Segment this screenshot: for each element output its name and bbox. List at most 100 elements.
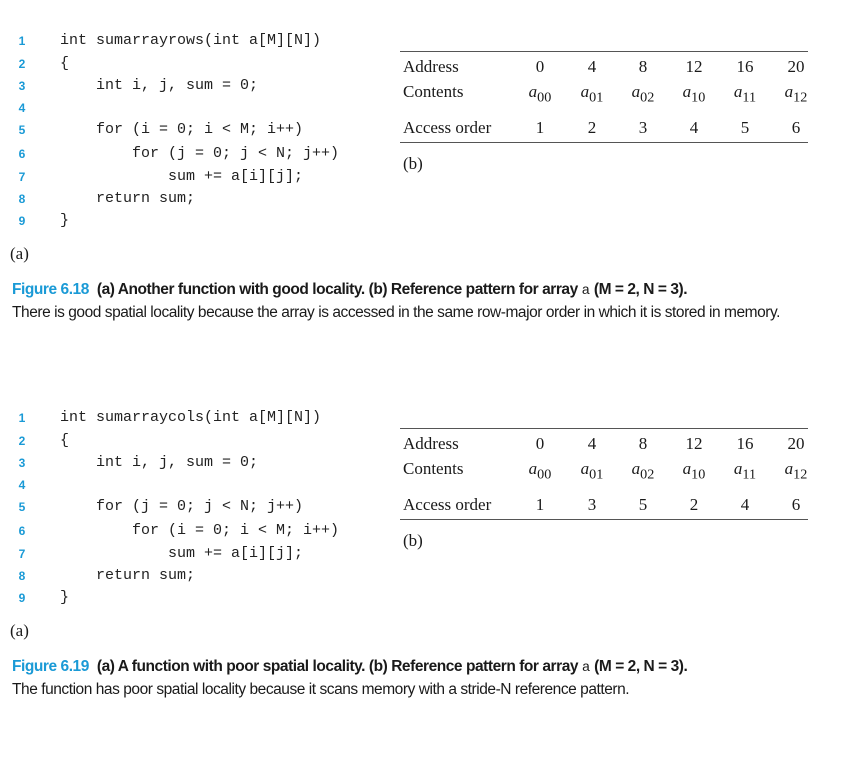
row-header: Contents bbox=[403, 82, 464, 101]
address-cell: 12 bbox=[685, 57, 703, 76]
array-element-name: a bbox=[733, 459, 743, 478]
caption-body: There is good spatial locality because t… bbox=[12, 304, 780, 321]
array-element-index: 01 bbox=[589, 466, 604, 483]
figure-number: Figure 6.19 bbox=[12, 658, 89, 675]
array-element-name: a bbox=[784, 82, 794, 101]
row-header: Contents bbox=[403, 459, 464, 478]
access-order-cell: 2 bbox=[587, 118, 597, 137]
figure-1: 1 int sumarrayrows(int a[M][N]) 2 {3 int i,… bbox=[0, 20, 846, 397]
table-bottom-rule bbox=[400, 519, 808, 520]
line-number: 3 bbox=[18, 456, 26, 470]
contents-cell: a12 bbox=[776, 459, 816, 483]
figure-number: Figure 6.18 bbox=[12, 281, 89, 298]
contents-cell: a02 bbox=[623, 459, 663, 483]
array-element-name: a bbox=[784, 459, 794, 478]
access-order-cell: 4 bbox=[689, 118, 699, 137]
caption-title: (a) A function with poor spatial localit… bbox=[96, 658, 579, 675]
contents-cell: a01 bbox=[572, 459, 612, 483]
array-element-name: a bbox=[580, 82, 590, 101]
figure-2: 1 int sumarraycols(int a[M][N]) 2 {3 int i,… bbox=[0, 397, 846, 774]
line-number: 6 bbox=[18, 524, 26, 538]
figure-caption: Figure 6.18 (a) Another function with goo… bbox=[12, 279, 842, 324]
array-element-name: a bbox=[580, 459, 590, 478]
array-element-index: 10 bbox=[691, 89, 706, 106]
array-element-name: a bbox=[682, 459, 692, 478]
array-element-index: 02 bbox=[640, 89, 655, 106]
access-order-cell: 3 bbox=[587, 495, 597, 514]
array-element-name: a bbox=[631, 459, 641, 478]
access-order-cell: 5 bbox=[638, 495, 648, 514]
array-element-index: 10 bbox=[691, 466, 706, 483]
table-top-rule bbox=[400, 51, 808, 52]
array-element-name: a bbox=[631, 82, 641, 101]
caption-params: (M = 2, N = 3). bbox=[593, 281, 688, 298]
address-cell: 12 bbox=[685, 434, 703, 453]
line-number: 9 bbox=[18, 214, 26, 228]
line-number: 1 bbox=[18, 34, 26, 48]
address-cell: 8 bbox=[638, 434, 648, 453]
address-cell: 20 bbox=[787, 57, 805, 76]
code-line: { bbox=[60, 432, 70, 449]
array-element-index: 01 bbox=[589, 89, 604, 106]
array-element-index: 00 bbox=[537, 89, 552, 106]
code-line: int i, j, sum = 0; bbox=[60, 454, 259, 471]
caption-array-name: a bbox=[581, 283, 591, 299]
contents-cell: a12 bbox=[776, 82, 816, 106]
array-element-index: 02 bbox=[640, 466, 655, 483]
access-order-cell: 4 bbox=[740, 495, 750, 514]
subfigure-label-a: (a) bbox=[10, 244, 29, 263]
line-number: 7 bbox=[18, 170, 26, 184]
table-bottom-rule bbox=[400, 142, 808, 143]
caption-title: (a) Another function with good locality.… bbox=[96, 281, 578, 298]
line-number: 4 bbox=[18, 478, 26, 492]
address-cell: 16 bbox=[736, 57, 754, 76]
array-element-name: a bbox=[682, 82, 692, 101]
line-number: 5 bbox=[18, 123, 26, 137]
line-number: 2 bbox=[18, 57, 26, 71]
contents-cell: a11 bbox=[725, 82, 765, 106]
line-number: 4 bbox=[18, 101, 26, 115]
row-header: Access order bbox=[403, 495, 492, 514]
subfigure-label-a: (a) bbox=[10, 621, 29, 640]
code-line: int i, j, sum = 0; bbox=[60, 77, 259, 94]
access-order-cell: 5 bbox=[740, 118, 750, 137]
table-top-rule bbox=[400, 428, 808, 429]
contents-cell: a00 bbox=[520, 82, 560, 106]
code-line: return sum; bbox=[60, 567, 196, 584]
array-element-name: a bbox=[733, 82, 743, 101]
row-header: Access order bbox=[403, 118, 492, 137]
address-cell: 4 bbox=[587, 434, 597, 453]
array-element-index: 11 bbox=[742, 466, 757, 483]
access-order-cell: 2 bbox=[689, 495, 699, 514]
address-cell: 16 bbox=[736, 434, 754, 453]
line-number: 8 bbox=[18, 569, 26, 583]
array-element-index: 12 bbox=[793, 466, 808, 483]
line-number: 1 bbox=[18, 411, 26, 425]
code-line: int sumarrayrows(int a[M][N]) bbox=[60, 32, 322, 49]
array-element-index: 00 bbox=[537, 466, 552, 483]
line-number: 2 bbox=[18, 434, 26, 448]
line-number: 7 bbox=[18, 547, 26, 561]
contents-cell: a00 bbox=[520, 459, 560, 483]
access-order-cell: 1 bbox=[535, 495, 545, 514]
address-cell: 4 bbox=[587, 57, 597, 76]
code-line: { bbox=[60, 55, 70, 72]
code-line: } bbox=[60, 212, 70, 229]
line-number: 5 bbox=[18, 500, 26, 514]
caption-array-name: a bbox=[581, 660, 591, 676]
access-order-cell: 6 bbox=[791, 118, 801, 137]
code-line: sum += a[i][j]; bbox=[60, 168, 304, 185]
figure-caption: Figure 6.19 (a) A function with poor spat… bbox=[12, 656, 842, 701]
caption-body: The function has poor spatial locality b… bbox=[12, 681, 630, 698]
code-line: for (i = 0; i < M; i++) bbox=[60, 522, 340, 539]
contents-cell: a10 bbox=[674, 459, 714, 483]
code-line: sum += a[i][j]; bbox=[60, 545, 304, 562]
caption-params: (M = 2, N = 3). bbox=[594, 658, 688, 675]
contents-cell: a02 bbox=[623, 82, 663, 106]
code-line: int sumarraycols(int a[M][N]) bbox=[60, 409, 322, 426]
address-cell: 20 bbox=[787, 434, 805, 453]
array-element-index: 11 bbox=[742, 89, 757, 106]
array-element-name: a bbox=[528, 459, 538, 478]
code-line: return sum; bbox=[60, 190, 196, 207]
row-header: Address bbox=[403, 434, 459, 453]
